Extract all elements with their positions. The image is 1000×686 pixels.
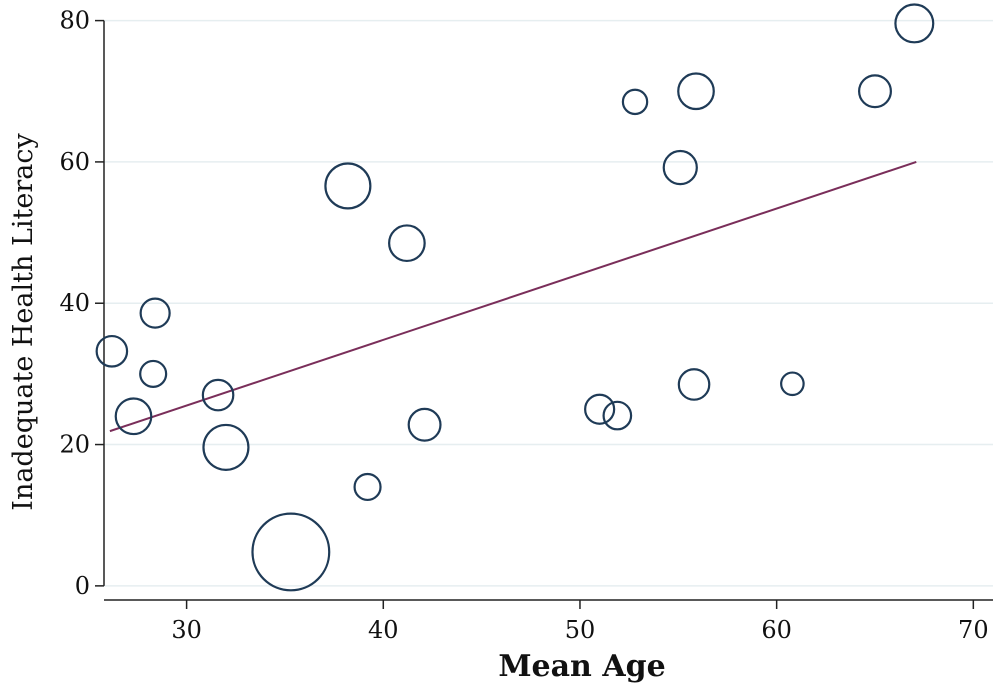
x-axis: 30 40 50 60 70 — [104, 599, 993, 644]
y-tick-label: 0 — [75, 572, 90, 600]
grid-lines — [104, 19, 993, 587]
fit-line-group — [109, 160, 917, 433]
y-tick-label: 20 — [59, 431, 90, 459]
data-point — [662, 149, 698, 186]
data-point — [388, 224, 426, 263]
data-point — [251, 512, 331, 592]
data-point — [202, 423, 250, 471]
x-tick-label: 50 — [565, 616, 596, 644]
x-tick-label: 30 — [171, 616, 202, 644]
data-point — [584, 393, 616, 425]
data-point — [780, 371, 805, 397]
x-tick-label: 70 — [958, 616, 989, 644]
data-point — [139, 297, 171, 329]
data-point — [324, 162, 372, 210]
data-point — [894, 3, 935, 44]
data-point — [677, 368, 711, 401]
data-point — [858, 74, 892, 109]
data-point — [677, 72, 715, 111]
data-point — [407, 407, 442, 442]
y-axis: 0 20 40 60 80 — [59, 7, 105, 600]
data-points — [95, 3, 935, 592]
x-tick-label: 60 — [761, 616, 792, 644]
data-point — [621, 88, 649, 116]
y-axis-label: Inadequate Health Literacy — [8, 133, 39, 511]
data-point — [602, 400, 633, 431]
data-point — [95, 334, 129, 368]
data-point — [201, 378, 235, 412]
data-point — [139, 359, 168, 388]
x-tick-label: 40 — [368, 616, 399, 644]
data-point — [353, 472, 382, 502]
data-point — [114, 397, 153, 436]
y-tick-label: 60 — [59, 148, 90, 176]
y-tick-label: 80 — [59, 7, 90, 35]
y-tick-label: 40 — [59, 289, 90, 317]
fit-line — [109, 160, 917, 433]
x-axis-label: Mean Age — [498, 649, 665, 684]
